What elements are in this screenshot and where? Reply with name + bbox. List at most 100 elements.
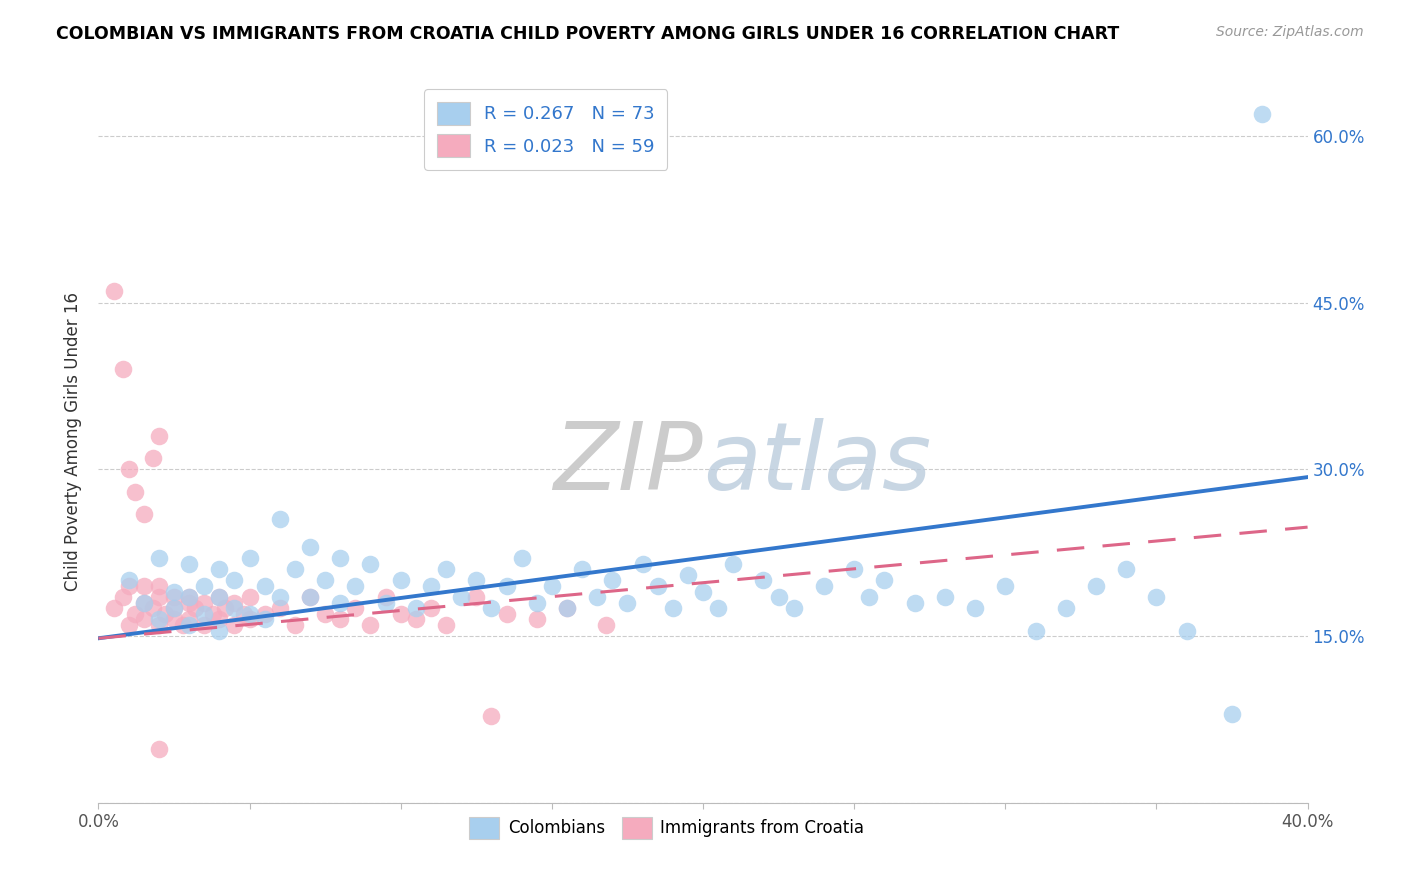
Point [118, 579, 141, 593]
Point [163, 601, 186, 615]
Point [526, 612, 548, 626]
Point [495, 607, 517, 621]
Point [224, 596, 246, 610]
Point [360, 618, 382, 632]
Point [118, 574, 141, 588]
Point [208, 590, 231, 604]
Point [179, 596, 201, 610]
Point [1054, 601, 1077, 615]
Point [142, 601, 165, 615]
Point [1220, 706, 1243, 721]
Point [707, 601, 730, 615]
Point [179, 557, 201, 571]
Point [172, 618, 194, 632]
Point [269, 590, 291, 604]
Point [616, 596, 638, 610]
Point [510, 551, 533, 566]
Point [571, 562, 593, 576]
Point [163, 612, 186, 626]
Point [602, 574, 624, 588]
Point [179, 590, 201, 604]
Point [1085, 579, 1108, 593]
Point [148, 579, 170, 593]
Point [224, 601, 246, 615]
Point [450, 590, 472, 604]
Point [692, 584, 714, 599]
Point [253, 579, 276, 593]
Point [844, 562, 866, 576]
Point [208, 562, 231, 576]
Point [132, 612, 155, 626]
Point [344, 601, 367, 615]
Point [163, 590, 186, 604]
Point [214, 601, 236, 615]
Point [163, 584, 186, 599]
Point [193, 596, 215, 610]
Point [595, 618, 617, 632]
Point [344, 579, 367, 593]
Point [284, 618, 307, 632]
Point [329, 596, 352, 610]
Point [813, 579, 835, 593]
Point [224, 574, 246, 588]
Point [526, 596, 548, 610]
Point [239, 551, 262, 566]
Point [768, 590, 790, 604]
Point [555, 601, 578, 615]
Point [153, 607, 176, 621]
Point [142, 451, 165, 466]
Point [193, 618, 215, 632]
Point [208, 624, 231, 638]
Point [179, 612, 201, 626]
Point [132, 579, 155, 593]
Point [405, 601, 427, 615]
Point [118, 462, 141, 476]
Point [132, 596, 155, 610]
Point [481, 601, 503, 615]
Point [179, 618, 201, 632]
Point [208, 612, 231, 626]
Point [676, 568, 699, 582]
Point [132, 596, 155, 610]
Point [374, 596, 396, 610]
Point [661, 601, 683, 615]
Point [994, 579, 1017, 593]
Point [193, 607, 215, 621]
Point [284, 562, 307, 576]
Point [1024, 624, 1046, 638]
Point [1144, 590, 1167, 604]
Point [1175, 624, 1198, 638]
Point [124, 484, 146, 499]
Text: ZIP: ZIP [554, 417, 703, 508]
Point [360, 557, 382, 571]
Point [495, 579, 517, 593]
Text: COLOMBIAN VS IMMIGRANTS FROM CROATIA CHILD POVERTY AMONG GIRLS UNDER 16 CORRELAT: COLOMBIAN VS IMMIGRANTS FROM CROATIA CHI… [56, 25, 1119, 43]
Legend: Colombians, Immigrants from Croatia: Colombians, Immigrants from Croatia [460, 807, 875, 848]
Point [465, 590, 488, 604]
Point [148, 429, 170, 443]
Point [934, 590, 956, 604]
Point [224, 618, 246, 632]
Point [858, 590, 880, 604]
Point [103, 285, 125, 299]
Point [184, 601, 207, 615]
Point [873, 574, 896, 588]
Point [148, 612, 170, 626]
Point [904, 596, 927, 610]
Y-axis label: Child Poverty Among Girls Under 16: Child Poverty Among Girls Under 16 [65, 292, 83, 591]
Point [103, 601, 125, 615]
Point [269, 512, 291, 526]
Point [434, 562, 457, 576]
Text: atlas: atlas [703, 417, 931, 508]
Point [405, 612, 427, 626]
Point [555, 601, 578, 615]
Point [208, 590, 231, 604]
Point [239, 607, 262, 621]
Point [299, 590, 322, 604]
Point [253, 607, 276, 621]
Point [389, 574, 412, 588]
Point [148, 618, 170, 632]
Point [586, 590, 609, 604]
Point [202, 607, 225, 621]
Point [148, 742, 170, 756]
